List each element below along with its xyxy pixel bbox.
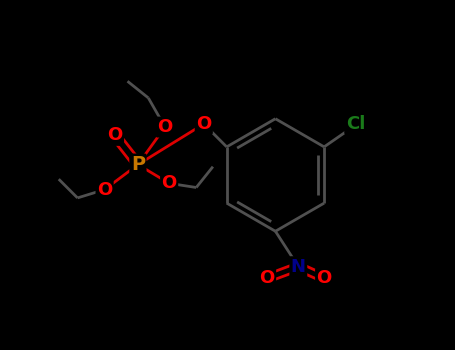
Text: O: O (259, 270, 275, 287)
Text: O: O (317, 270, 332, 287)
Text: O: O (162, 174, 177, 193)
Text: O: O (97, 181, 112, 198)
Text: O: O (196, 115, 212, 133)
Text: P: P (131, 155, 145, 174)
Text: O: O (157, 118, 172, 136)
Text: O: O (107, 126, 123, 145)
Text: N: N (291, 258, 306, 276)
Text: Cl: Cl (346, 115, 365, 133)
